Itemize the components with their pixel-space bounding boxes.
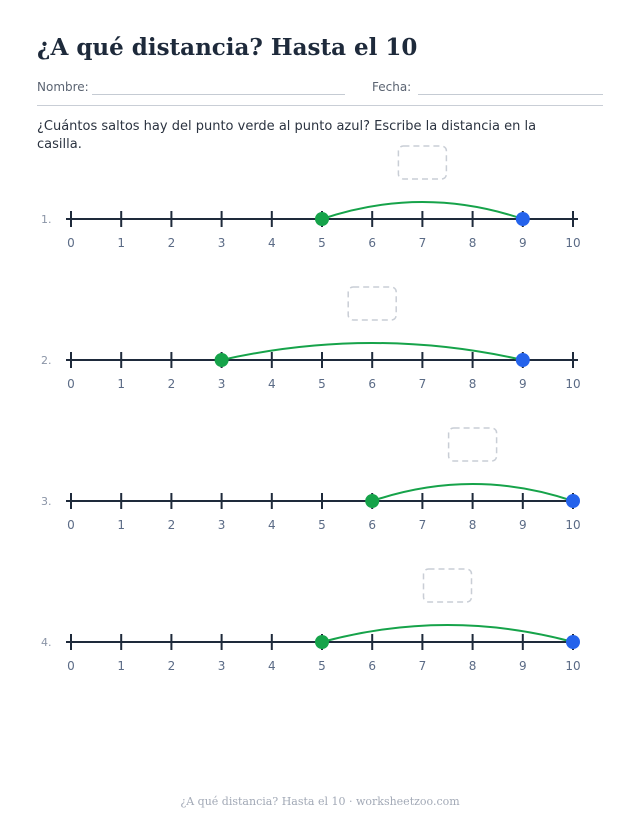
tick-label: 0 <box>67 377 75 391</box>
tick-label: 9 <box>519 236 527 250</box>
footer: ¿A qué distancia? Hasta el 10 · workshee… <box>180 795 460 808</box>
tick-label: 0 <box>67 518 75 532</box>
problem-number: 3. <box>41 495 52 508</box>
tick-label: 6 <box>368 377 376 391</box>
start-point <box>315 212 329 226</box>
tick-label: 1 <box>117 377 125 391</box>
tick-label: 7 <box>419 518 427 532</box>
tick-label: 1 <box>117 518 125 532</box>
tick-label: 4 <box>268 659 276 673</box>
tick-label: 6 <box>368 236 376 250</box>
answer-box[interactable] <box>447 427 498 462</box>
name-label: Nombre: <box>37 80 89 94</box>
tick-label: 1 <box>117 236 125 250</box>
end-point <box>566 635 580 649</box>
tick-label: 3 <box>218 236 226 250</box>
tick-label: 9 <box>519 377 527 391</box>
tick-label: 9 <box>519 659 527 673</box>
tick-label: 2 <box>168 236 176 250</box>
tick-label: 7 <box>419 236 427 250</box>
tick-label: 8 <box>469 236 477 250</box>
start-point <box>214 353 229 367</box>
tick-label: 8 <box>469 659 477 673</box>
tick-label: 5 <box>318 377 326 391</box>
jump-arc <box>321 201 524 220</box>
tick-label: 7 <box>419 377 427 391</box>
tick-label: 10 <box>565 518 580 532</box>
start-point <box>315 635 329 649</box>
tick-label: 1 <box>117 659 125 673</box>
problem-number: 2. <box>41 354 52 367</box>
tick-label: 0 <box>67 236 75 250</box>
tick-label: 5 <box>318 236 326 250</box>
header-divider <box>37 105 603 106</box>
problem-number: 4. <box>41 636 52 649</box>
end-point <box>566 494 580 508</box>
tick-label: 7 <box>419 659 427 673</box>
tick-label: 10 <box>565 377 580 391</box>
tick-label: 4 <box>268 377 276 391</box>
date-field[interactable] <box>418 94 603 95</box>
problem-number: 1. <box>41 213 52 226</box>
instructions: ¿Cuántos saltos hay del punto verde al p… <box>37 119 537 152</box>
tick-label: 8 <box>469 377 477 391</box>
tick-label: 3 <box>218 518 226 532</box>
tick-label: 10 <box>565 236 580 250</box>
answer-box[interactable] <box>347 286 397 321</box>
tick-label: 5 <box>318 518 326 532</box>
start-point <box>365 494 380 508</box>
tick-label: 10 <box>565 659 580 673</box>
name-field[interactable] <box>92 94 345 95</box>
tick-label: 4 <box>268 518 276 532</box>
tick-label: 4 <box>268 236 276 250</box>
tick-label: 3 <box>218 377 226 391</box>
tick-label: 2 <box>168 518 176 532</box>
tick-label: 2 <box>168 377 176 391</box>
tick-label: 6 <box>368 518 376 532</box>
tick-label: 6 <box>368 659 376 673</box>
tick-label: 0 <box>67 659 75 673</box>
jump-arc <box>371 483 574 502</box>
answer-box[interactable] <box>422 568 473 603</box>
jump-arc <box>321 624 574 643</box>
tick-label: 8 <box>469 518 477 532</box>
worksheet-title: ¿A qué distancia? Hasta el 10 <box>37 34 418 61</box>
answer-box[interactable] <box>397 145 448 180</box>
tick-label: 3 <box>218 659 226 673</box>
tick-label: 5 <box>318 659 326 673</box>
tick-label: 9 <box>519 518 527 532</box>
tick-label: 2 <box>168 659 176 673</box>
date-label: Fecha: <box>372 80 412 94</box>
end-point <box>515 353 530 367</box>
end-point <box>515 212 530 226</box>
jump-arc <box>221 342 524 361</box>
